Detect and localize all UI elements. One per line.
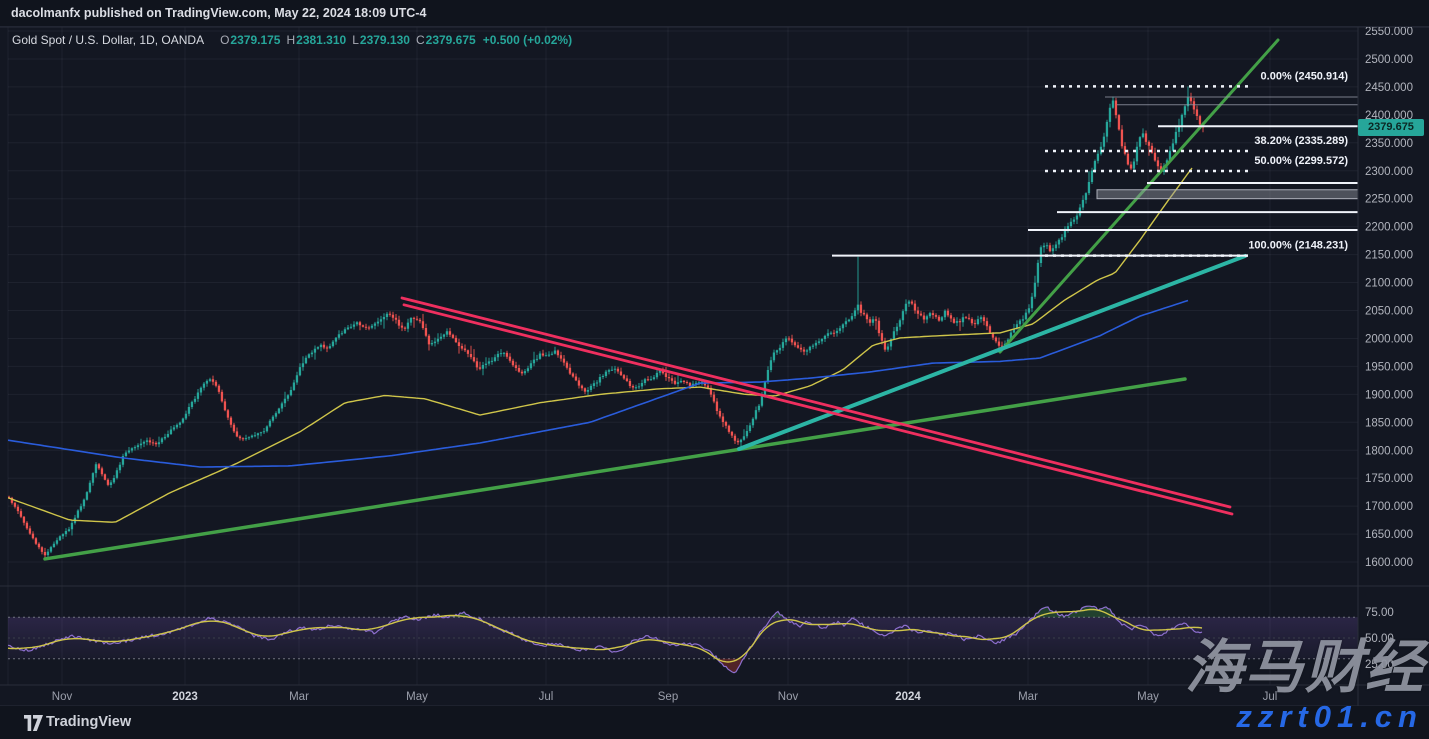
price-axis-label: 1750.000 [1365, 473, 1413, 485]
fib-label[interactable]: 38.20% (2335.289) [1254, 135, 1348, 147]
price-axis-label: 1600.000 [1365, 557, 1413, 569]
price-axis-label: 2050.000 [1365, 306, 1413, 318]
price-axis-label: 2100.000 [1365, 278, 1413, 290]
price-axis-label: 2500.000 [1365, 54, 1413, 66]
price-axis-label: 2300.000 [1365, 166, 1413, 178]
rsi-overbought-fill [404, 606, 1116, 618]
price-axis-label: 2250.000 [1365, 194, 1413, 206]
price-axis-label: 2200.000 [1365, 222, 1413, 234]
ohlc-value: 2379.675 [425, 33, 476, 47]
rsi-axis-label: 50.00 [1365, 633, 1394, 645]
price-axis-label: 2350.000 [1365, 138, 1413, 150]
ohlc-key: O [220, 33, 230, 47]
publish-text: dacolmanfx published on TradingView.com,… [11, 6, 427, 20]
change-value: +0.500 (+0.02%) [482, 33, 573, 47]
publish-bar: dacolmanfx published on TradingView.com,… [0, 0, 1429, 27]
time-axis-label: Nov [778, 691, 799, 703]
symbol-title[interactable]: Gold Spot / U.S. Dollar, 1D, OANDA [12, 33, 205, 47]
rsi-ma-line[interactable] [8, 608, 1203, 663]
crimson-trendline-a[interactable] [400, 296, 1232, 509]
fib-label[interactable]: 100.00% (2148.231) [1248, 240, 1348, 252]
time-axis-label: Jul [1263, 691, 1278, 703]
price-axis-label: 2550.000 [1365, 26, 1413, 38]
price-axis-label: 1700.000 [1365, 501, 1413, 513]
ohlc-key: C [415, 33, 425, 47]
price-axis-label: 2000.000 [1365, 333, 1413, 345]
ohlc-values: O2379.175 H2381.310 L2379.130 C2379.675 [214, 33, 476, 47]
change-value-wrap: +0.500 (+0.02%) [482, 33, 572, 47]
watermark-cn-text: 海马财经 [1184, 635, 1425, 700]
steep-green-trendline[interactable] [998, 38, 1280, 354]
price-axis-label: 1900.000 [1365, 389, 1413, 401]
tradingview-brand[interactable]: TradingView [46, 714, 132, 730]
rsi-axis-label: 25.00 [1365, 659, 1394, 671]
time-axis-label: May [406, 691, 428, 703]
fib-label[interactable]: 50.00% (2299.572) [1254, 155, 1348, 167]
yellow-ma-line [8, 167, 1193, 523]
teal-trendline[interactable] [737, 253, 1247, 451]
trendlines[interactable] [43, 38, 1280, 561]
watermark-url-text: zzrt01.cn [1236, 699, 1423, 734]
moving-averages [8, 167, 1193, 523]
price-axis-label: 2450.000 [1365, 82, 1413, 94]
time-axis-label: Jul [539, 691, 554, 703]
rsi-axis-label: 75.00 [1365, 607, 1394, 619]
symbol-legend[interactable]: Gold Spot / U.S. Dollar, 1D, OANDA O2379.… [12, 33, 572, 47]
price-axis-label: 1850.000 [1365, 417, 1413, 429]
time-axis-label: 2024 [895, 691, 921, 703]
footer-bar: TradingView [0, 706, 1429, 739]
rsi-panel [8, 605, 1358, 674]
price-axis-label: 1650.000 [1365, 529, 1413, 541]
fib-retracement[interactable] [1045, 85, 1253, 257]
time-axis-label: Nov [52, 691, 73, 703]
ohlc-value: 2379.130 [359, 33, 410, 47]
candles[interactable] [8, 86, 1205, 558]
shallow-green-trendline[interactable] [43, 377, 1187, 561]
rsi-line[interactable] [8, 605, 1203, 674]
crimson-trendline-b[interactable] [402, 303, 1234, 516]
price-axis-label: 1950.000 [1365, 361, 1413, 373]
blue-ma-line [8, 299, 1189, 468]
tradingview-logo-icon[interactable] [24, 715, 43, 736]
price-axis-label: 1800.000 [1365, 445, 1413, 457]
time-axis-label: 2023 [172, 691, 198, 703]
ohlc-value: 2381.310 [296, 33, 347, 47]
ohlc-key: L [352, 33, 359, 47]
ohlc-key: H [286, 33, 296, 47]
time-axis-label: May [1137, 691, 1159, 703]
price-axis-label: 2150.000 [1365, 250, 1413, 262]
fib-label[interactable]: 0.00% (2450.914) [1261, 70, 1349, 82]
price-axis-label: 2400.000 [1365, 110, 1413, 122]
last-price-label: 2379.675 [1358, 119, 1424, 136]
horizontal-lines[interactable] [832, 96, 1358, 257]
time-axis-label: Sep [658, 691, 678, 703]
supply-zone-box[interactable] [1096, 189, 1359, 200]
ohlc-value: 2379.175 [230, 33, 281, 47]
time-axis-label: Mar [1018, 691, 1038, 703]
time-axis-label: Mar [289, 691, 309, 703]
